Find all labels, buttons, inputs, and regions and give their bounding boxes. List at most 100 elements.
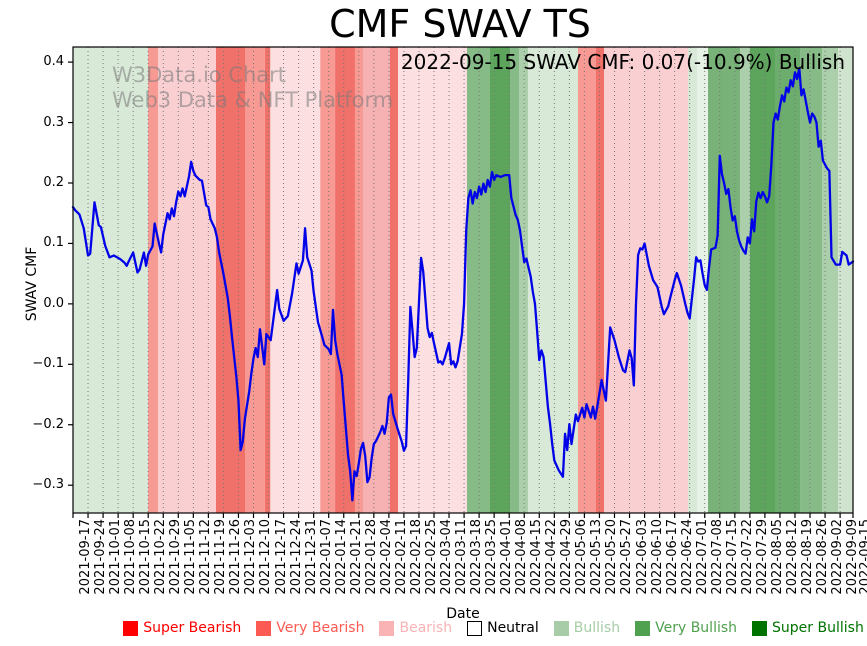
legend-label-super-bearish: Super Bearish xyxy=(143,620,242,636)
x-tick-label: 2021-12-24 xyxy=(288,519,304,595)
x-tick-label: 2022-08-05 xyxy=(769,519,785,595)
x-tick-label: 2022-08-12 xyxy=(784,519,800,595)
latest-value-annotation: 2022-09-15 SWAV CMF: 0.07(-10.9%) Bullis… xyxy=(400,50,845,74)
x-tick-label: 2022-04-29 xyxy=(559,519,575,595)
x-tick-label: 2022-06-03 xyxy=(634,519,650,595)
y-tick-label: −0.1 xyxy=(32,356,64,372)
x-tick-label: 2022-07-29 xyxy=(754,519,770,595)
x-tick-label: 2021-12-31 xyxy=(303,519,319,595)
sentiment-band xyxy=(775,47,801,513)
x-tick-label: 2022-06-24 xyxy=(679,519,695,595)
x-tick-label: 2022-05-06 xyxy=(574,519,590,595)
sentiment-band xyxy=(577,47,596,513)
legend-item-bearish: Bearish xyxy=(379,620,452,636)
sentiment-band xyxy=(510,47,519,513)
x-tick-label: 2021-10-01 xyxy=(108,519,124,595)
x-tick-label: 2022-08-19 xyxy=(799,519,815,595)
x-tick-label: 2022-03-25 xyxy=(484,519,500,595)
x-tick-label: 2021-09-17 xyxy=(78,519,93,595)
plot-border xyxy=(72,46,854,514)
x-tick-label: 2022-03-18 xyxy=(469,519,485,595)
legend-item-super-bearish: Super Bearish xyxy=(123,620,241,636)
x-tick-label: 2022-02-04 xyxy=(378,519,394,595)
legend-label-bullish: Bullish xyxy=(573,620,621,636)
x-tick-label: 2022-06-10 xyxy=(649,519,665,595)
sentiment-band xyxy=(519,47,528,513)
x-tick-label: 2021-11-19 xyxy=(213,519,229,595)
legend-swatch-very-bullish-icon xyxy=(635,620,651,636)
x-tick-label: 2021-11-12 xyxy=(198,519,214,595)
legend-swatch-bearish-icon xyxy=(379,620,395,636)
y-tick-label: −0.2 xyxy=(32,416,64,432)
x-tick-label: 2021-10-08 xyxy=(123,519,139,595)
sentiment-band xyxy=(389,47,399,513)
legend-label-very-bullish: Very Bullish xyxy=(655,620,738,636)
legend-item-super-bullish: Super Bullish xyxy=(752,620,864,636)
sentiment-band xyxy=(245,47,265,513)
x-tick-label: 2022-06-17 xyxy=(664,519,680,595)
legend-label-bearish: Bearish xyxy=(399,620,453,636)
x-tick-label: 2022-07-01 xyxy=(694,519,710,595)
sentiment-band xyxy=(466,47,490,513)
x-tick-label: 2022-01-28 xyxy=(363,519,379,595)
x-tick-label: 2022-01-14 xyxy=(333,519,349,595)
legend-swatch-bullish-icon xyxy=(553,620,569,636)
x-tick-label: 2021-09-24 xyxy=(93,519,109,595)
x-tick-label: 2022-02-25 xyxy=(423,519,439,595)
x-tick-label: 2022-02-18 xyxy=(408,519,424,595)
sentiment-band xyxy=(363,47,390,513)
x-tick-label: 2022-05-20 xyxy=(604,519,620,595)
x-tick-label: 2021-11-26 xyxy=(228,519,244,595)
legend-item-very-bullish: Very Bullish xyxy=(635,620,737,636)
y-tick-label: −0.3 xyxy=(32,477,64,493)
y-tick-label: 0.3 xyxy=(43,114,64,130)
sentiment-band xyxy=(335,47,355,513)
x-tick-label: 2022-07-22 xyxy=(739,519,755,595)
sentiment-band xyxy=(158,47,216,513)
sentiment-band xyxy=(739,47,750,513)
x-tick-label: 2022-04-15 xyxy=(529,519,545,595)
x-tick-label: 2022-04-01 xyxy=(499,519,515,595)
legend-label-very-bearish: Very Bearish xyxy=(276,620,365,636)
sentiment-band xyxy=(595,47,605,513)
x-tick-label: 2021-12-03 xyxy=(243,519,259,595)
legend-swatch-neutral-icon xyxy=(467,620,483,636)
legend-item-neutral: Neutral xyxy=(467,620,539,636)
x-tick-label: 2022-08-26 xyxy=(815,519,831,595)
x-axis-label: Date xyxy=(446,606,480,622)
chart-title: CMF SWAV TS xyxy=(329,2,591,46)
y-tick-label: 0.0 xyxy=(43,295,64,311)
x-tick-label: 2022-07-08 xyxy=(709,519,725,595)
sentiment-band xyxy=(489,47,511,513)
x-tick-label: 2021-10-22 xyxy=(153,519,169,595)
legend-label-neutral: Neutral xyxy=(487,620,539,636)
watermark-line2: Web3 Data & NFT Platform xyxy=(112,88,394,112)
legend-swatch-super-bullish-icon xyxy=(752,620,768,636)
legend-item-very-bearish: Very Bearish xyxy=(256,620,364,636)
x-tick-label: 2022-04-08 xyxy=(514,519,530,595)
x-tick-label: 2022-09-02 xyxy=(830,519,846,595)
sentiment-band xyxy=(398,47,467,513)
watermark: W3Data.io Chart Web3 Data & NFT Platform xyxy=(112,63,393,113)
legend-swatch-super-bearish-icon xyxy=(123,620,139,636)
x-tick-label: 2022-07-15 xyxy=(724,519,740,595)
x-tick-label: 2022-02-11 xyxy=(393,519,409,595)
legend-label-super-bullish: Super Bullish xyxy=(772,620,864,636)
sentiment-band xyxy=(697,47,708,513)
y-tick-label: 0.1 xyxy=(43,235,64,251)
x-tick-label: 2021-12-10 xyxy=(258,519,274,595)
y-tick-label: 0.2 xyxy=(43,174,64,190)
sentiment-band xyxy=(264,47,271,513)
y-tick-label: 0.4 xyxy=(43,54,64,70)
legend: Super Bearish Very Bearish Bearish Neutral B… xyxy=(120,620,867,636)
x-tick-label: 2022-04-22 xyxy=(544,519,560,595)
sentiment-band xyxy=(838,47,853,513)
sentiment-band xyxy=(688,47,697,513)
sentiment-band xyxy=(148,47,159,513)
x-tick-label: 2022-03-11 xyxy=(454,519,470,595)
cmf-line xyxy=(71,67,855,502)
legend-swatch-very-bearish-icon xyxy=(256,620,272,636)
x-tick-label: 2021-11-05 xyxy=(183,519,199,595)
